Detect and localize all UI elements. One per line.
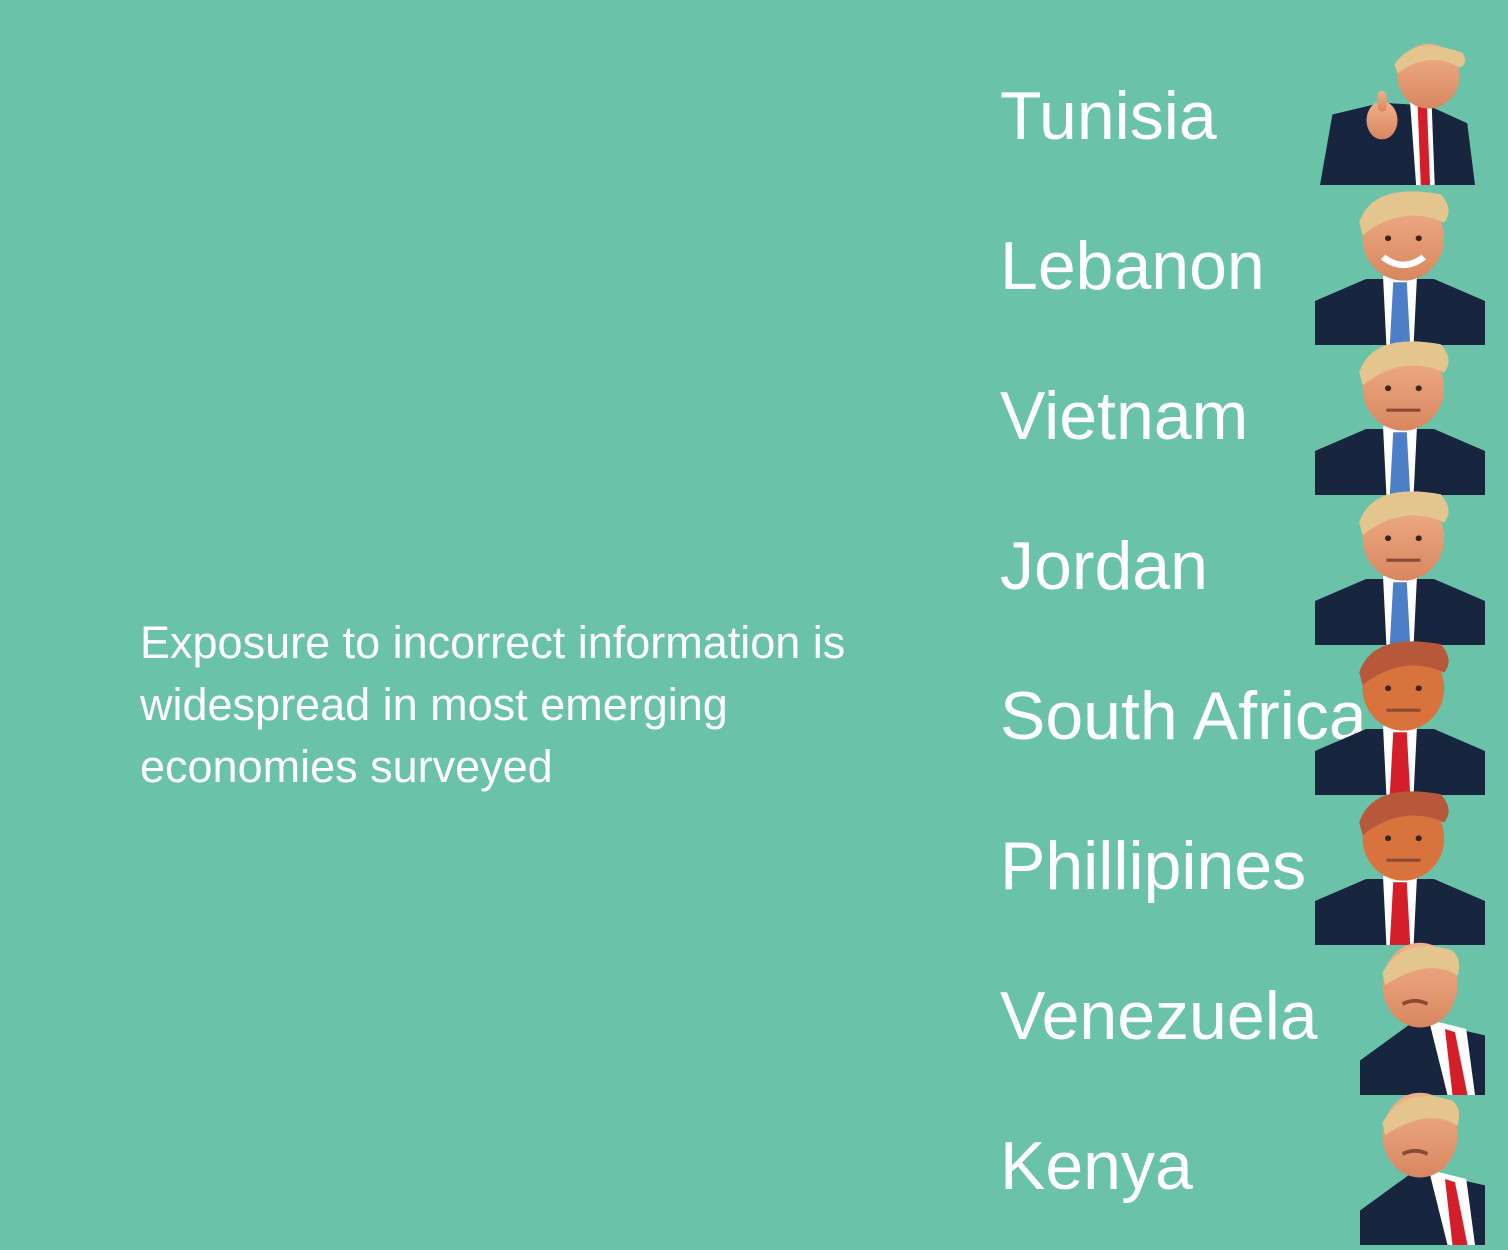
thumbs-up-portrait — [1320, 38, 1475, 185]
country-row: Phillipines — [0, 790, 1508, 945]
country-label: Lebanon — [1000, 228, 1265, 304]
country-label: Kenya — [1000, 1128, 1193, 1204]
country-row: Tunisia — [0, 40, 1508, 190]
neutral-portrait — [1315, 788, 1485, 945]
serious-portrait — [1315, 338, 1485, 495]
smiling-portrait — [1315, 188, 1485, 345]
country-row: South Africa — [0, 640, 1508, 795]
country-label: Phillipines — [1000, 828, 1307, 904]
country-row: Venezuela — [0, 940, 1508, 1095]
country-row: Lebanon — [0, 190, 1508, 345]
caption-text: Exposure to incorrect information is wid… — [140, 617, 846, 792]
country-row: Vietnam — [0, 340, 1508, 495]
country-label: Tunisia — [1000, 78, 1217, 154]
country-label: Jordan — [1000, 528, 1208, 604]
country-label: South Africa — [1000, 678, 1367, 754]
country-row: Kenya — [0, 1090, 1508, 1245]
serious-portrait — [1315, 488, 1485, 645]
country-label: Vietnam — [1000, 378, 1249, 454]
pouting-portrait — [1360, 938, 1485, 1095]
country-row: Jordan — [0, 490, 1508, 645]
neutral-portrait — [1315, 638, 1485, 795]
pouting-portrait — [1360, 1088, 1485, 1245]
country-label: Venezuela — [1000, 978, 1318, 1054]
